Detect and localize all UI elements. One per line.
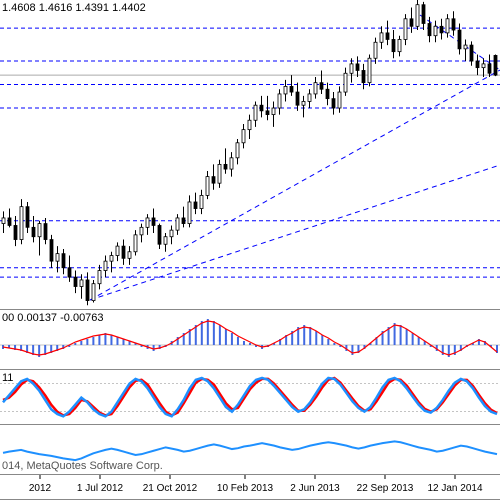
chart-container: 1.4608 1.4616 1.4391 1.4402 00 0.00137 -…: [0, 0, 500, 500]
stochastic-panel[interactable]: 11: [0, 370, 500, 425]
price-chart-panel[interactable]: 1.4608 1.4616 1.4391 1.4402: [0, 0, 500, 310]
macd-chart: [0, 310, 500, 370]
svg-text:2012: 2012: [29, 483, 52, 494]
rsi-panel[interactable]: 014, MetaQuotes Software Corp.: [0, 425, 500, 475]
stochastic-chart: [0, 370, 500, 425]
candlestick-chart: [0, 0, 500, 310]
rsi-chart: [0, 425, 500, 475]
time-axis: 2012 1 Jul 2012 21 Oct 2012 10 Feb 2013 2 Ju…: [0, 475, 500, 500]
svg-text:2 Jun 2013: 2 Jun 2013: [290, 483, 340, 494]
svg-text:1 Jul 2012: 1 Jul 2012: [77, 483, 124, 494]
svg-text:10 Feb 2013: 10 Feb 2013: [217, 483, 274, 494]
svg-text:12 Jan 2014: 12 Jan 2014: [427, 483, 482, 494]
time-axis-labels: 2012 1 Jul 2012 21 Oct 2012 10 Feb 2013 2 Ju…: [0, 475, 500, 500]
svg-text:22 Sep 2013: 22 Sep 2013: [357, 483, 414, 494]
macd-panel[interactable]: 00 0.00137 -0.00763: [0, 310, 500, 370]
svg-text:21 Oct 2012: 21 Oct 2012: [143, 483, 198, 494]
